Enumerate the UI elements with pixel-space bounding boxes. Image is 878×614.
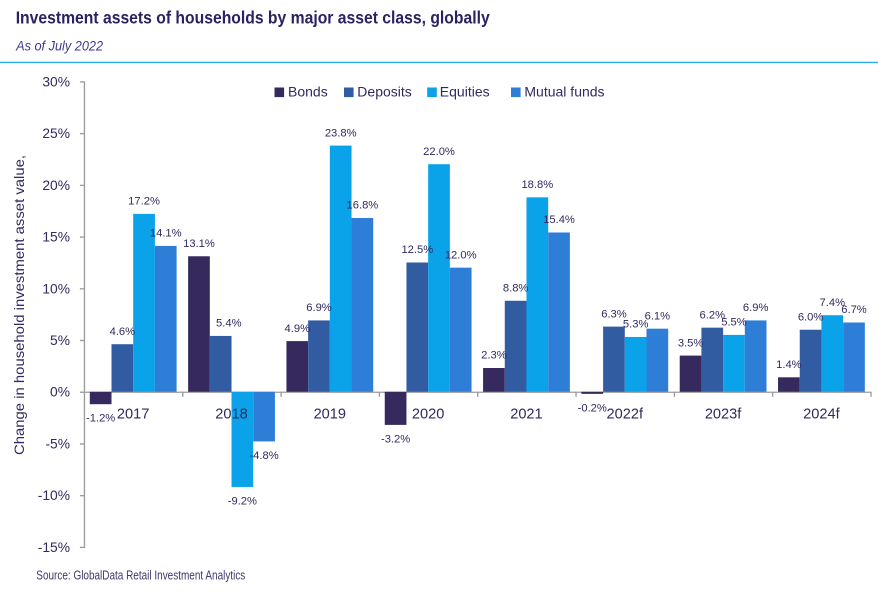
svg-text:3.5%: 3.5% xyxy=(678,337,704,349)
svg-text:-15%: -15% xyxy=(38,540,70,555)
svg-text:7.4%: 7.4% xyxy=(820,297,846,309)
svg-text:Investment assets of household: Investment assets of households by major… xyxy=(16,8,490,28)
svg-text:14.1%: 14.1% xyxy=(150,228,182,240)
svg-text:2021: 2021 xyxy=(510,406,542,422)
svg-text:5.5%: 5.5% xyxy=(721,317,747,329)
svg-text:6.9%: 6.9% xyxy=(306,302,332,314)
svg-text:As of July 2022: As of July 2022 xyxy=(15,38,103,54)
svg-text:4.9%: 4.9% xyxy=(285,323,311,335)
svg-text:Deposits: Deposits xyxy=(357,83,411,99)
svg-text:6.7%: 6.7% xyxy=(841,304,867,316)
svg-text:2023f: 2023f xyxy=(705,406,742,422)
svg-text:-0.2%: -0.2% xyxy=(578,402,607,414)
svg-text:Equities: Equities xyxy=(440,83,490,99)
svg-text:Change in household investment: Change in household investment asset val… xyxy=(11,155,27,455)
svg-text:Bonds: Bonds xyxy=(288,83,328,99)
svg-text:6.9%: 6.9% xyxy=(743,302,769,314)
svg-text:-1.2%: -1.2% xyxy=(86,413,115,425)
svg-text:2022f: 2022f xyxy=(606,406,643,422)
svg-text:25%: 25% xyxy=(42,126,70,141)
svg-text:Source: GlobalData Retail Inve: Source: GlobalData Retail Investment Ana… xyxy=(36,569,245,583)
svg-text:5.4%: 5.4% xyxy=(216,318,242,330)
svg-text:30%: 30% xyxy=(42,74,70,89)
svg-text:6.1%: 6.1% xyxy=(645,310,671,322)
svg-text:15%: 15% xyxy=(42,230,70,245)
svg-text:13.1%: 13.1% xyxy=(183,238,215,250)
svg-text:Mutual funds: Mutual funds xyxy=(524,83,604,99)
svg-text:22.0%: 22.0% xyxy=(423,146,455,158)
svg-text:-5%: -5% xyxy=(45,436,70,451)
svg-text:0%: 0% xyxy=(50,385,70,400)
svg-text:18.8%: 18.8% xyxy=(521,179,553,191)
svg-text:-4.8%: -4.8% xyxy=(249,450,278,462)
svg-text:17.2%: 17.2% xyxy=(128,196,160,208)
svg-text:2.3%: 2.3% xyxy=(481,350,507,362)
svg-text:6.3%: 6.3% xyxy=(601,308,627,320)
svg-text:6.0%: 6.0% xyxy=(798,311,824,323)
svg-text:2024f: 2024f xyxy=(803,406,840,422)
svg-text:20%: 20% xyxy=(42,178,70,193)
svg-text:2018: 2018 xyxy=(215,406,247,422)
svg-text:-9.2%: -9.2% xyxy=(228,495,257,507)
svg-text:23.8%: 23.8% xyxy=(325,127,357,139)
svg-text:5.3%: 5.3% xyxy=(623,319,649,331)
svg-text:2019: 2019 xyxy=(314,406,346,422)
svg-text:10%: 10% xyxy=(42,281,70,296)
svg-text:8.8%: 8.8% xyxy=(503,282,529,294)
svg-text:12.0%: 12.0% xyxy=(445,249,477,261)
svg-text:15.4%: 15.4% xyxy=(543,214,575,226)
svg-text:6.2%: 6.2% xyxy=(700,309,726,321)
svg-text:16.8%: 16.8% xyxy=(347,200,379,212)
svg-text:2020: 2020 xyxy=(412,406,444,422)
svg-text:4.6%: 4.6% xyxy=(110,326,136,338)
svg-text:2017: 2017 xyxy=(117,406,149,422)
svg-text:5%: 5% xyxy=(50,333,70,348)
svg-text:-10%: -10% xyxy=(38,488,70,503)
svg-text:1.4%: 1.4% xyxy=(776,359,802,371)
svg-text:12.5%: 12.5% xyxy=(401,244,433,256)
svg-text:-3.2%: -3.2% xyxy=(381,433,410,445)
